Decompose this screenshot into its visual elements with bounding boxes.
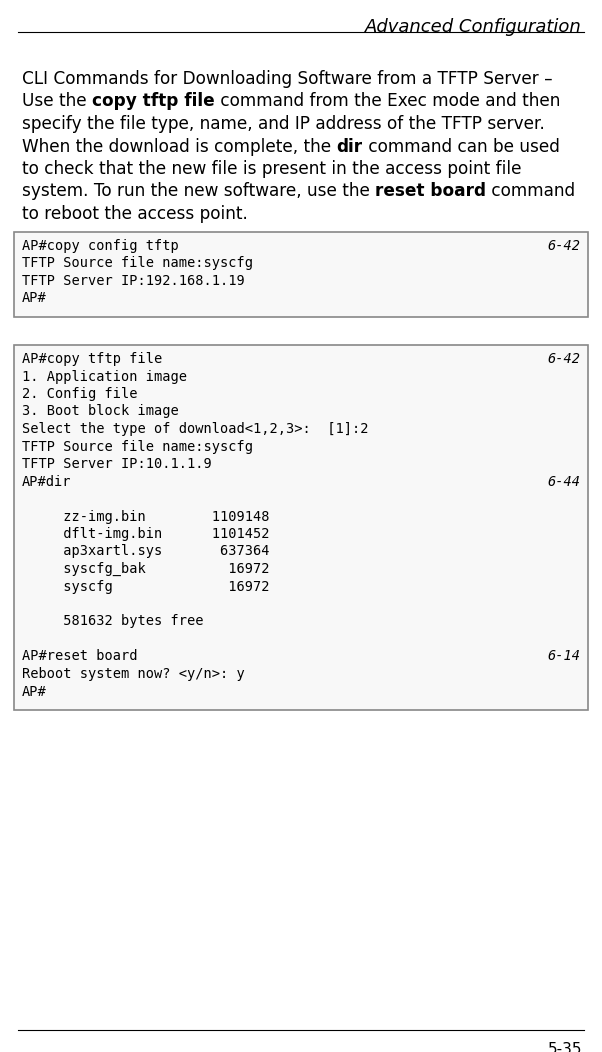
Text: AP#copy config tftp: AP#copy config tftp	[22, 239, 179, 252]
Text: AP#copy tftp file: AP#copy tftp file	[22, 352, 163, 366]
Text: specify the file type, name, and IP address of the TFTP server.: specify the file type, name, and IP addr…	[22, 115, 545, 133]
Text: to check that the new file is present in the access point file: to check that the new file is present in…	[22, 160, 521, 178]
Text: ap3xartl.sys       637364: ap3xartl.sys 637364	[22, 545, 270, 559]
Text: AP#reset board: AP#reset board	[22, 649, 137, 664]
Text: AP#: AP#	[22, 685, 47, 699]
Text: TFTP Source file name:syscfg: TFTP Source file name:syscfg	[22, 257, 253, 270]
Text: When the download is complete, the: When the download is complete, the	[22, 138, 337, 156]
Text: AP#dir: AP#dir	[22, 474, 72, 488]
Text: syscfg_bak          16972: syscfg_bak 16972	[22, 562, 270, 576]
Text: command: command	[486, 182, 576, 201]
Text: to reboot the access point.: to reboot the access point.	[22, 205, 248, 223]
Text: command can be used: command can be used	[362, 138, 559, 156]
Text: 1. Application image: 1. Application image	[22, 369, 187, 384]
Text: command from the Exec mode and then: command from the Exec mode and then	[215, 93, 560, 110]
Text: TFTP Server IP:192.168.1.19: TFTP Server IP:192.168.1.19	[22, 274, 245, 288]
Text: Reboot system now? <y/n>: y: Reboot system now? <y/n>: y	[22, 667, 245, 681]
Text: 6-42: 6-42	[547, 239, 580, 252]
Text: zz-img.bin        1109148: zz-img.bin 1109148	[22, 509, 270, 524]
Text: 6-42: 6-42	[547, 352, 580, 366]
Text: Select the type of download<1,2,3>:  [1]:2: Select the type of download<1,2,3>: [1]:…	[22, 422, 368, 436]
Text: 6-14: 6-14	[547, 649, 580, 664]
Text: 3. Boot block image: 3. Boot block image	[22, 405, 179, 419]
Text: Advanced Configuration: Advanced Configuration	[365, 18, 582, 36]
Text: CLI Commands for Downloading Software from a TFTP Server –: CLI Commands for Downloading Software fr…	[22, 70, 553, 88]
Text: dir: dir	[337, 138, 362, 156]
Text: reset board: reset board	[375, 182, 486, 201]
Bar	[14, 232, 588, 317]
Text: 581632 bytes free: 581632 bytes free	[22, 614, 203, 628]
Text: AP#: AP#	[22, 291, 47, 305]
Text: dflt-img.bin      1101452: dflt-img.bin 1101452	[22, 527, 270, 541]
Bar	[14, 345, 588, 710]
Text: 2. Config file: 2. Config file	[22, 387, 137, 401]
Text: syscfg              16972: syscfg 16972	[22, 580, 270, 593]
Text: system. To run the new software, use the: system. To run the new software, use the	[22, 182, 375, 201]
Text: copy tftp file: copy tftp file	[92, 93, 215, 110]
Text: TFTP Source file name:syscfg: TFTP Source file name:syscfg	[22, 440, 253, 453]
Text: 6-44: 6-44	[547, 474, 580, 488]
Text: 5-35: 5-35	[547, 1041, 582, 1052]
Text: Use the: Use the	[22, 93, 92, 110]
Text: TFTP Server IP:10.1.1.9: TFTP Server IP:10.1.1.9	[22, 457, 212, 471]
